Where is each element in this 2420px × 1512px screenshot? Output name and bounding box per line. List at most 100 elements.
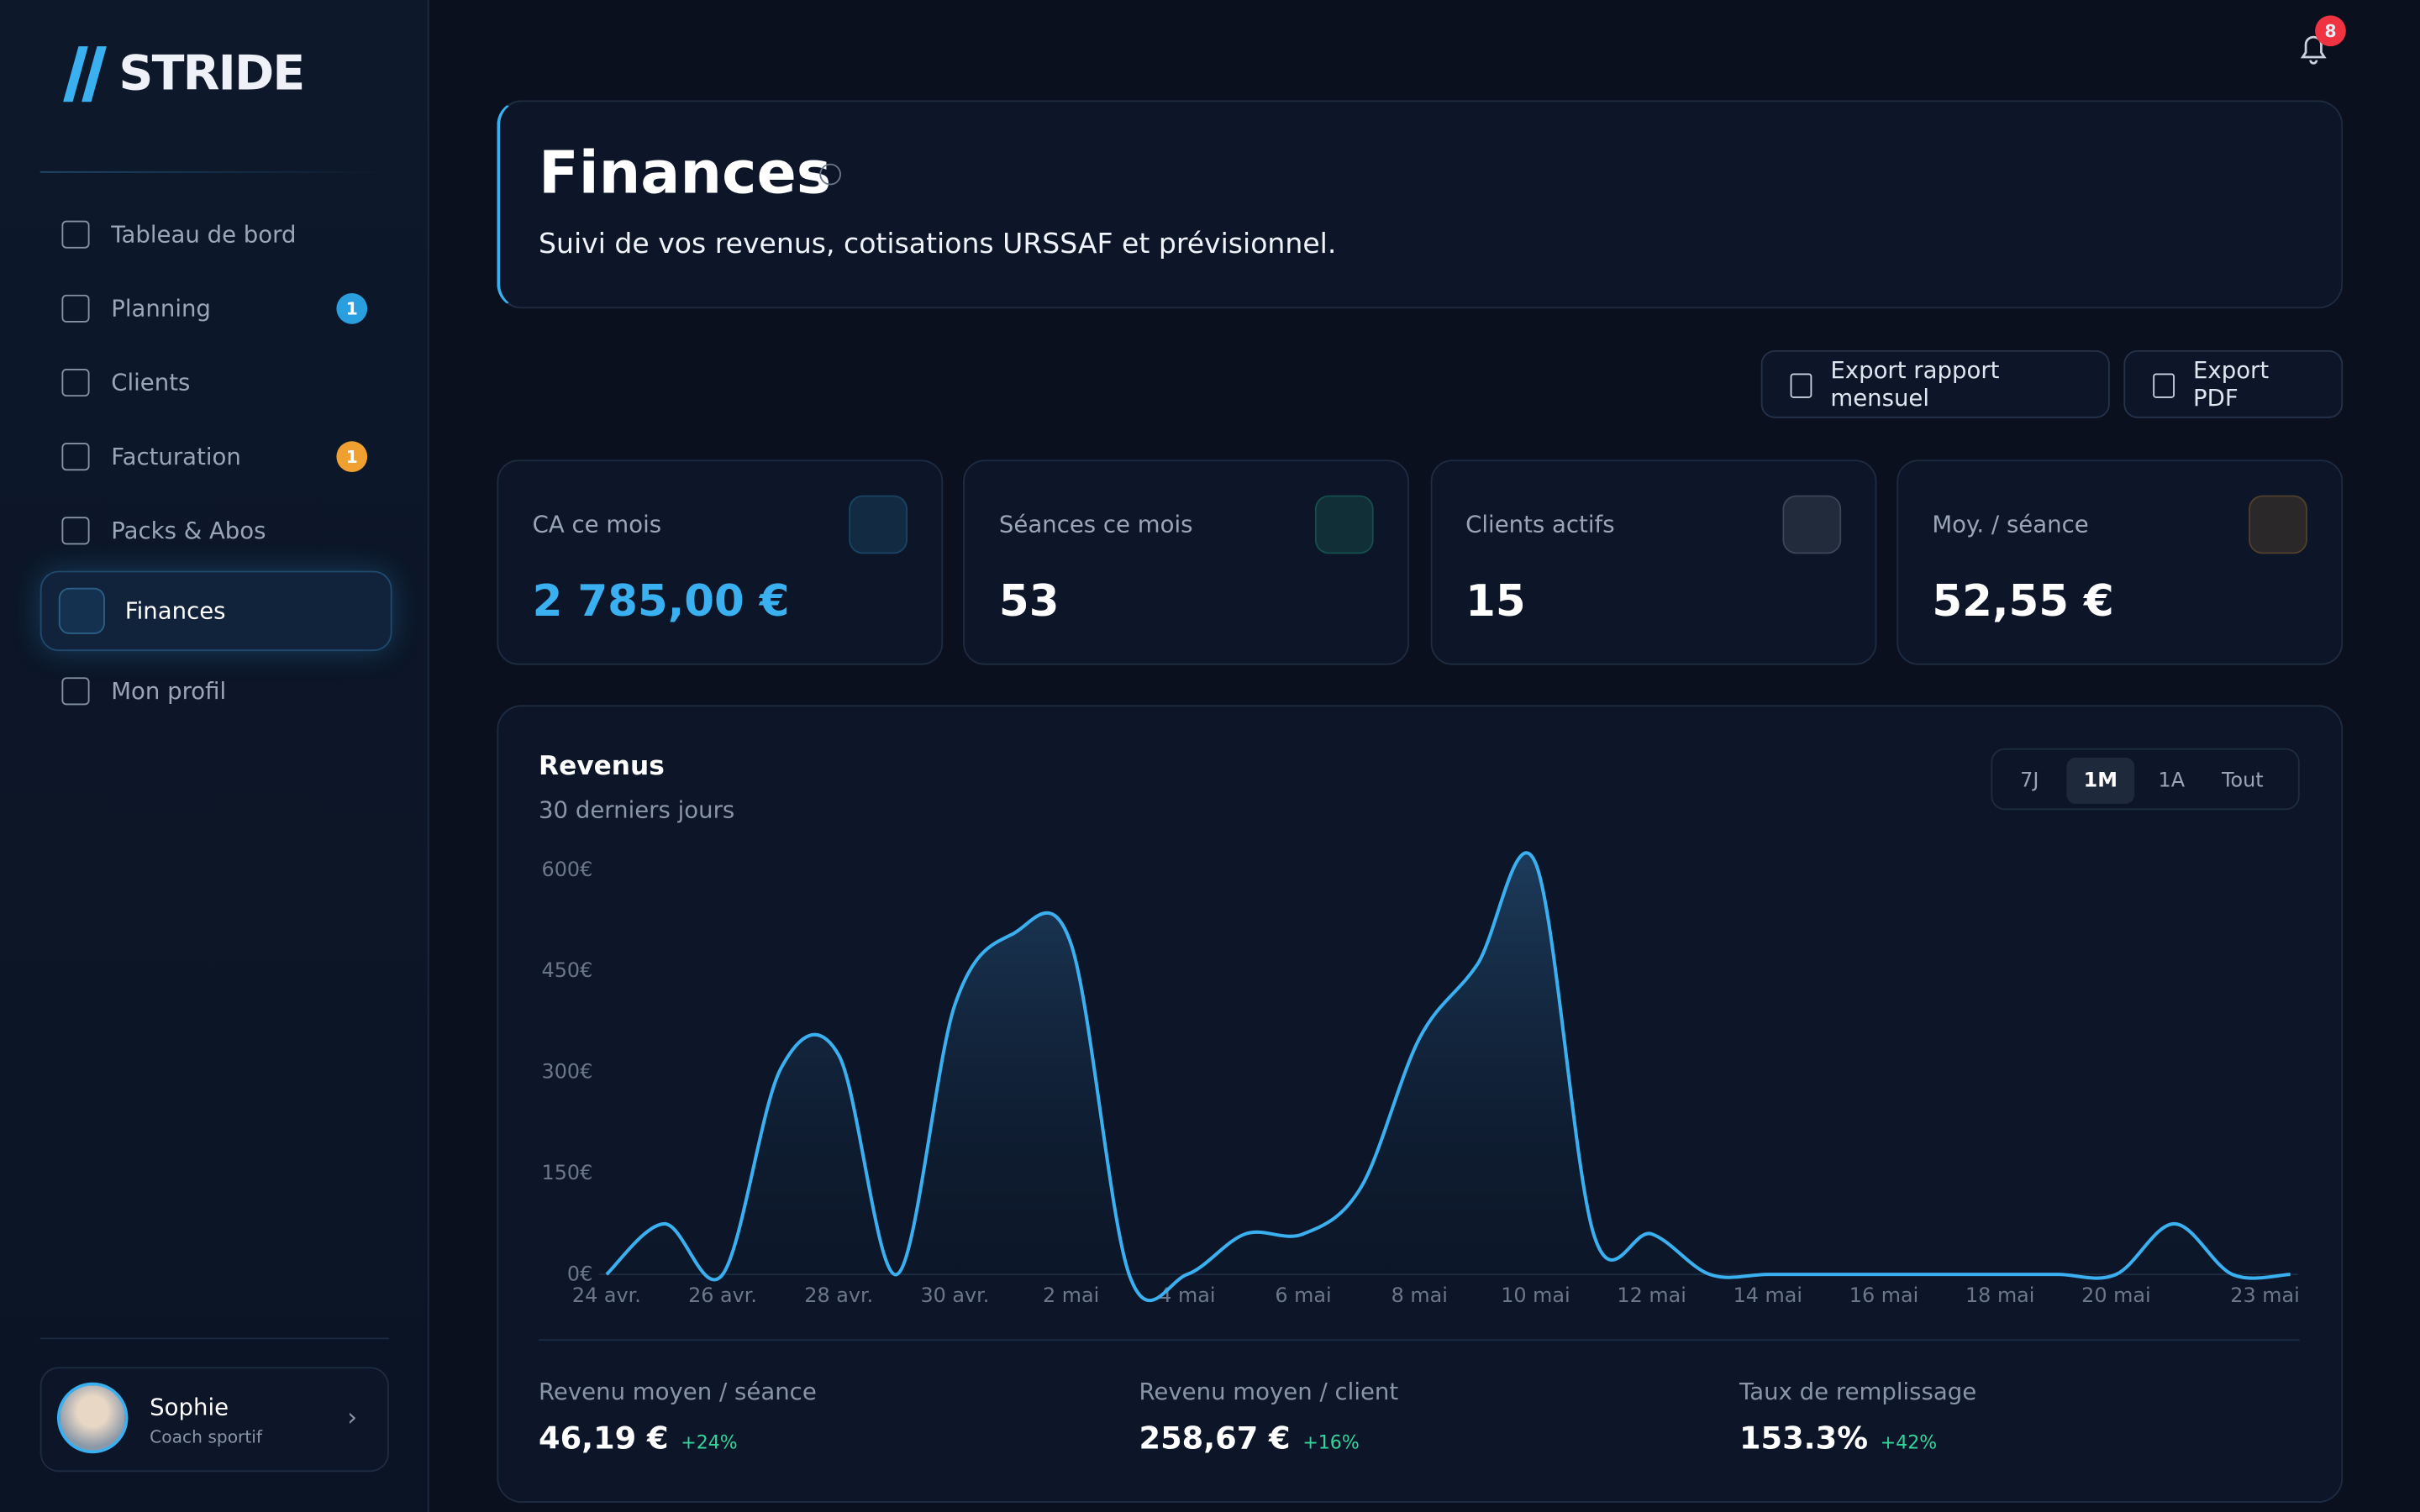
page-title: Finances xyxy=(539,139,832,207)
y-tick-label: 450€ xyxy=(542,958,593,982)
nav-item[interactable]: Planning 1 xyxy=(40,275,389,343)
nav-item[interactable]: Packs & Abos xyxy=(40,496,389,564)
export-pdf-button[interactable]: Export PDF xyxy=(2123,349,2344,418)
kpi-value: 15 xyxy=(1465,575,1526,627)
brand: STRIDE xyxy=(118,46,305,102)
kpi-label: Séances ce mois xyxy=(998,510,1193,539)
period-button[interactable]: 7J xyxy=(2020,769,2039,793)
user-role: Coach sportif xyxy=(150,1426,263,1447)
stat-label: Taux de remplissage xyxy=(1739,1378,1977,1406)
nav-label: Packs & Abos xyxy=(111,517,266,545)
stat-number: 46,19 € xyxy=(539,1419,669,1457)
user-name: Sophie xyxy=(150,1393,229,1421)
nav-item[interactable]: Finances xyxy=(39,570,392,652)
nav-badge: 1 xyxy=(336,292,368,324)
y-tick-label: 0€ xyxy=(567,1262,592,1285)
chevron: › xyxy=(347,1402,358,1432)
stat-value: 46,19 € +24% xyxy=(539,1420,738,1457)
nav-label: Clients xyxy=(111,368,191,397)
nav-label: Mon profil xyxy=(111,677,227,706)
x-tick-label: 23 mai xyxy=(2230,1284,2299,1307)
stat-label: Revenu moyen / client xyxy=(1139,1378,1399,1406)
x-tick-label: 30 avr. xyxy=(920,1284,989,1307)
nav-icon xyxy=(61,368,90,397)
x-tick-label: 6 mai xyxy=(1275,1284,1331,1307)
x-tick-label: 28 avr. xyxy=(804,1284,873,1307)
nav-icon xyxy=(61,677,90,706)
nav-icon xyxy=(61,443,90,471)
kpi-label: Clients actifs xyxy=(1465,510,1615,539)
chart-subtitle: 30 derniers jours xyxy=(539,795,735,824)
chart-title: Revenus xyxy=(539,751,665,783)
avatar xyxy=(56,1382,129,1454)
kpi-value: 52,55 € xyxy=(1932,575,2114,627)
notification-badge: 8 xyxy=(2315,15,2346,47)
user-card[interactable]: Sophie Coach sportif › xyxy=(39,1367,389,1473)
period-selector xyxy=(1991,748,2300,811)
stat-value: 258,67 € +16% xyxy=(1139,1420,1360,1457)
divider xyxy=(39,1337,389,1340)
kpi-value: 2 785,00 € xyxy=(532,575,790,627)
nav-badge: 1 xyxy=(336,441,368,473)
x-tick-label: 2 mai xyxy=(1043,1284,1099,1307)
y-tick-label: 300€ xyxy=(542,1060,593,1084)
x-tick-label: 20 mai xyxy=(2081,1284,2150,1307)
kpi-icon xyxy=(1781,495,1841,554)
stat-change: +16% xyxy=(1302,1431,1360,1454)
nav-label: Facturation xyxy=(111,443,241,471)
kpi-icon xyxy=(2248,495,2307,554)
help-icon[interactable] xyxy=(819,163,842,186)
stat-change: +42% xyxy=(1880,1431,1938,1454)
nav-icon xyxy=(58,587,105,634)
nav-item[interactable]: Facturation 1 xyxy=(40,423,389,491)
x-tick-label: 10 mai xyxy=(1501,1284,1570,1307)
y-tick-label: 150€ xyxy=(542,1161,593,1184)
kpi-card: Clients actifs 15 xyxy=(1429,459,1876,665)
stat-label: Revenu moyen / séance xyxy=(539,1378,817,1406)
nav-label: Tableau de bord xyxy=(111,220,297,249)
x-tick-label: 24 avr. xyxy=(572,1284,641,1307)
revenue-line xyxy=(605,851,2291,1303)
kpi-icon xyxy=(849,495,908,554)
kpi-icon xyxy=(1315,495,1375,554)
nav-label: Finances xyxy=(124,596,226,625)
stat-number: 258,67 € xyxy=(1139,1419,1291,1457)
divider xyxy=(539,1339,2300,1341)
y-tick-label: 600€ xyxy=(542,858,593,881)
nav-icon xyxy=(61,294,90,323)
stat-number: 153.3% xyxy=(1739,1419,1869,1457)
divider xyxy=(39,171,389,173)
kpi-label: CA ce mois xyxy=(532,510,662,539)
sidebar: STRIDE Sophie Coach sportif › Tableau de… xyxy=(0,0,429,1512)
page-subtitle: Suivi de vos revenus, cotisations URSSAF… xyxy=(539,228,1337,261)
stat-value: 153.3% +42% xyxy=(1739,1420,1937,1457)
period-button[interactable]: 1A xyxy=(2158,769,2186,793)
period-button[interactable]: Tout xyxy=(2221,769,2264,793)
header-card: Finances Suivi de vos revenus, cotisatio… xyxy=(497,100,2344,309)
nav-item[interactable]: Tableau de bord xyxy=(40,201,389,269)
x-tick-label: 12 mai xyxy=(1617,1284,1686,1307)
nav-icon xyxy=(61,517,90,545)
kpi-value: 53 xyxy=(998,575,1060,627)
x-tick-label: 16 mai xyxy=(1849,1284,1918,1307)
x-tick-label: 26 avr. xyxy=(688,1284,757,1307)
bell-icon[interactable] xyxy=(2295,31,2332,68)
kpi-label: Moy. / séance xyxy=(1932,510,2089,539)
kpi-card: CA ce mois 2 785,00 € xyxy=(497,459,944,665)
kpi-card: Moy. / séance 52,55 € xyxy=(1897,459,2343,665)
period-button[interactable]: 1M xyxy=(2066,757,2135,804)
nav-icon xyxy=(61,220,90,249)
nav-label: Planning xyxy=(111,294,211,323)
stat-change: +24% xyxy=(681,1431,738,1454)
x-tick-label: 18 mai xyxy=(1965,1284,2034,1307)
x-tick-label: 14 mai xyxy=(1733,1284,1802,1307)
revenue-area xyxy=(606,853,2291,1301)
nav-item[interactable]: Mon profil xyxy=(40,657,389,725)
nav-item[interactable]: Clients xyxy=(40,349,389,417)
kpi-card: Séances ce mois 53 xyxy=(963,459,1410,665)
x-tick-label: 8 mai xyxy=(1392,1284,1448,1307)
export-report-button[interactable]: Export rapport mensuel xyxy=(1760,349,2110,418)
logo-mark xyxy=(63,46,107,102)
